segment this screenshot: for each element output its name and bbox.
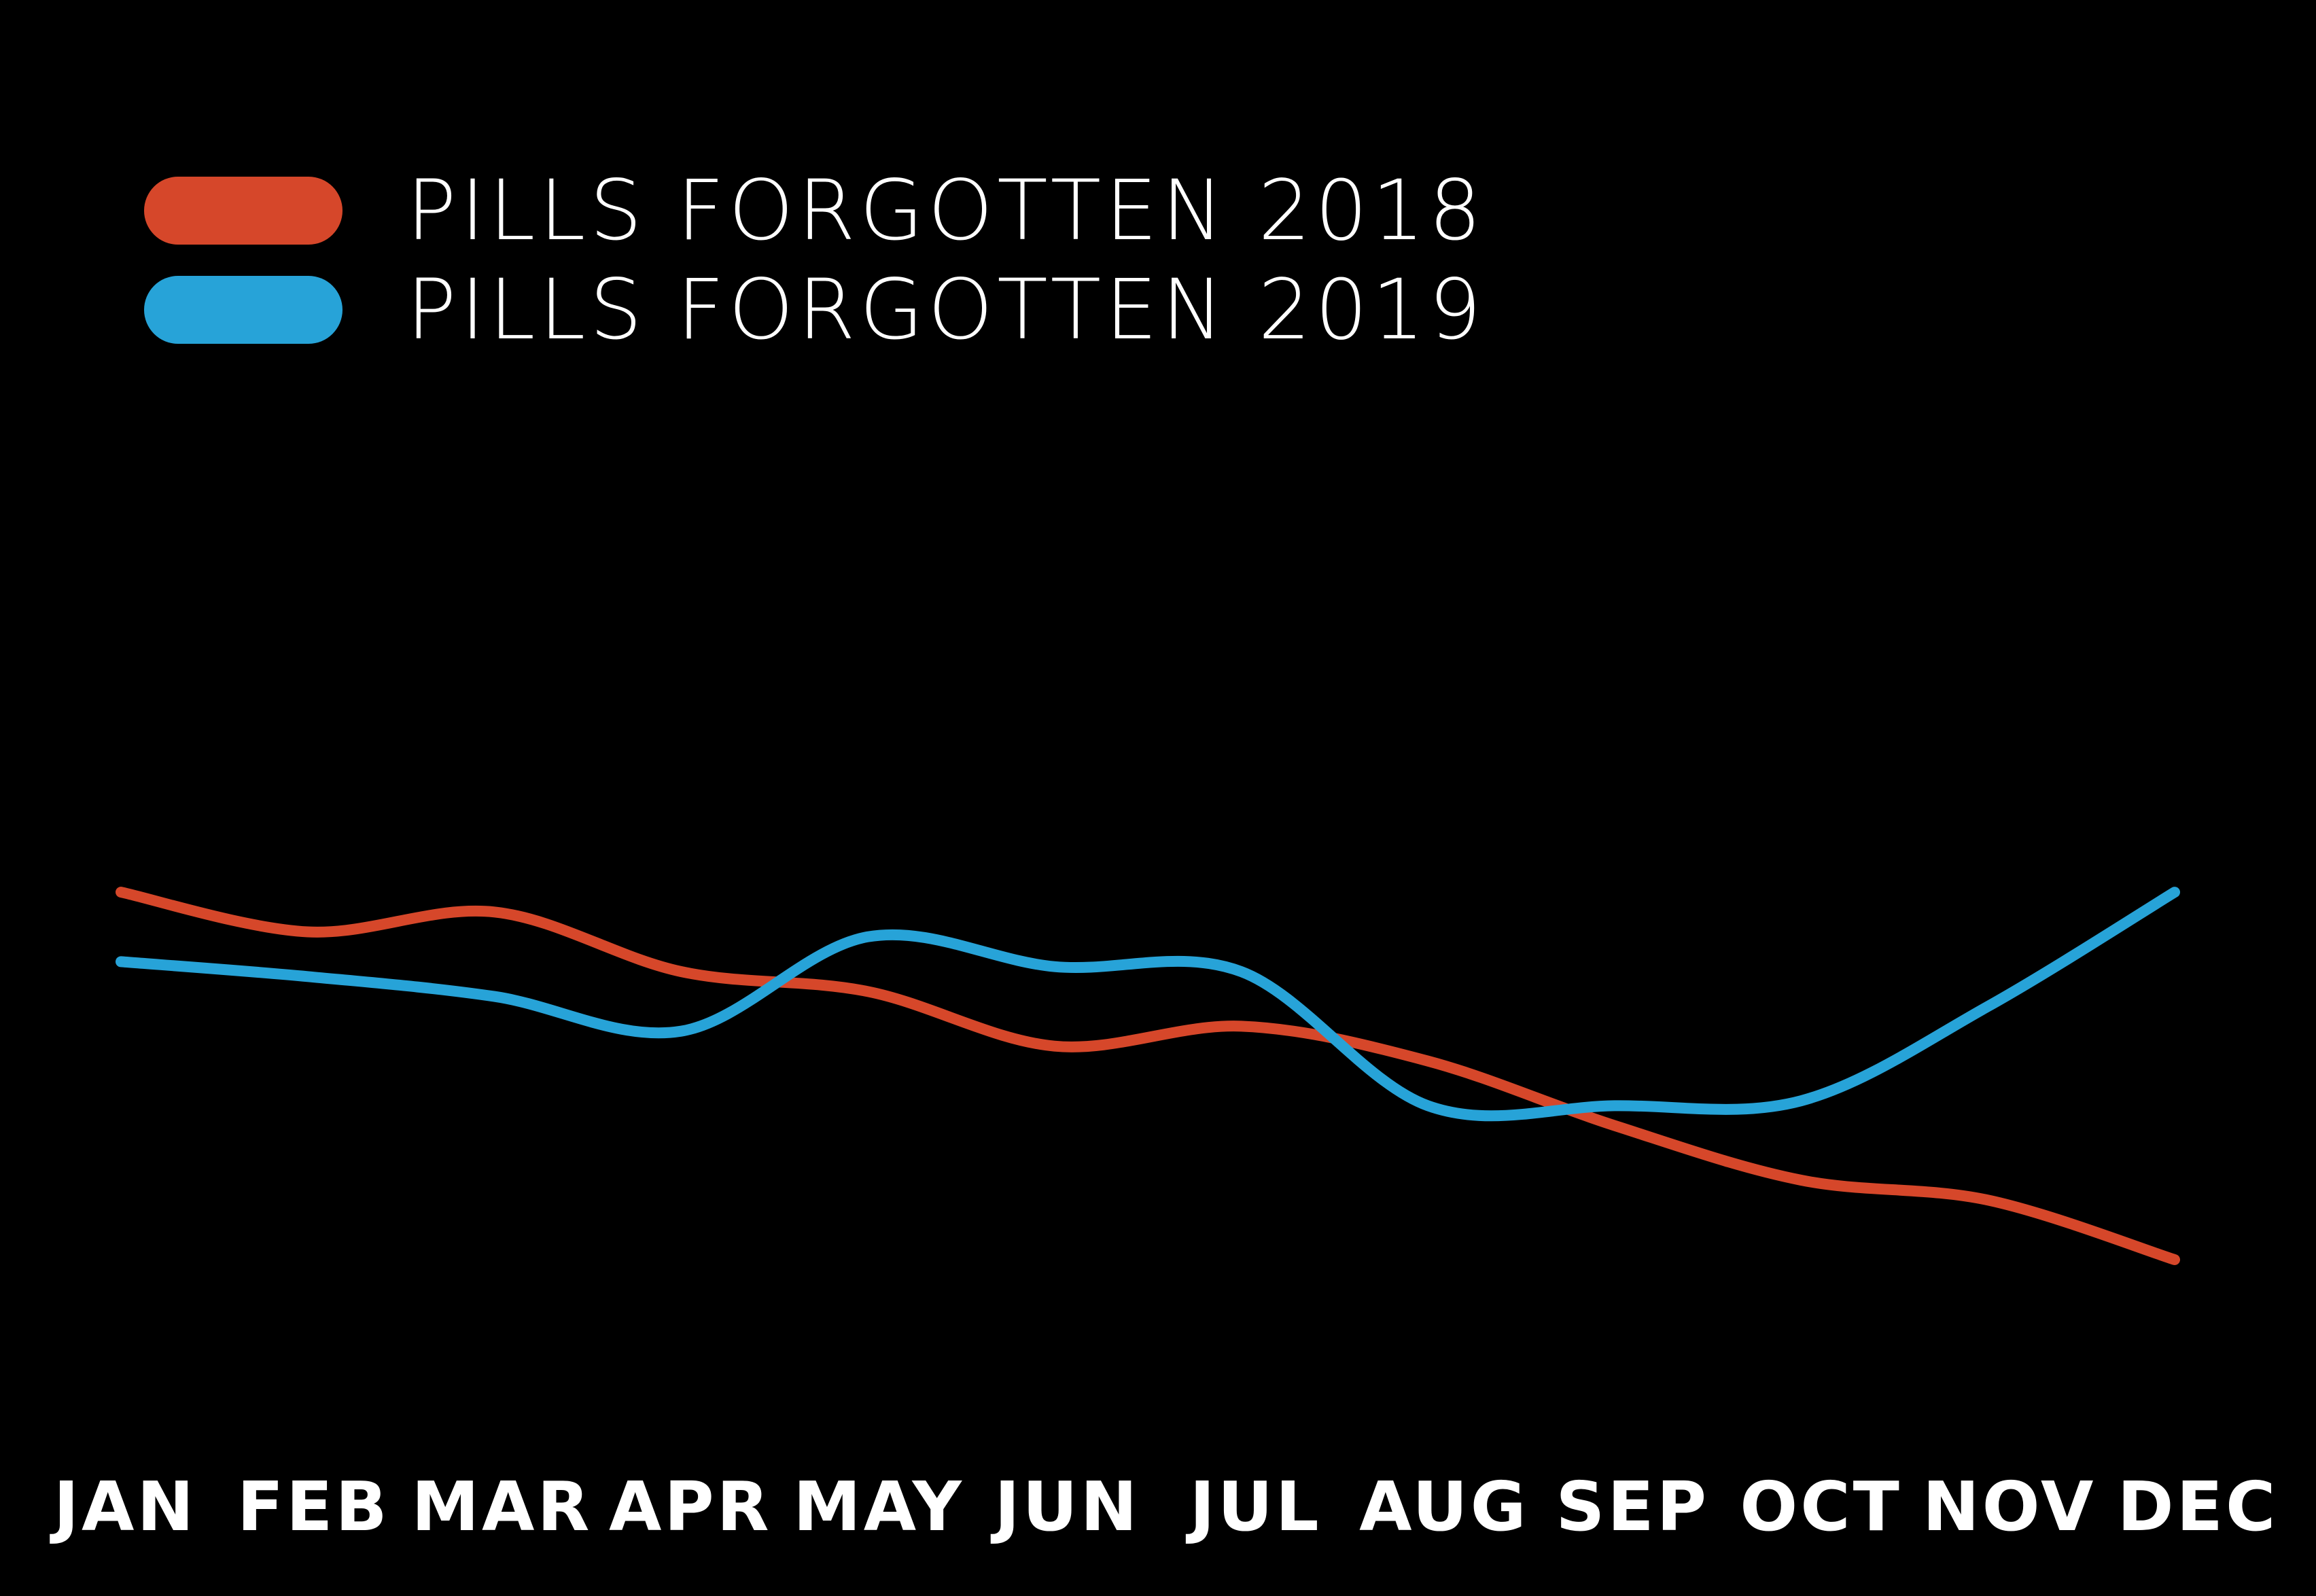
series-layer [116,887,2180,1265]
x-axis-ticks: JAN FEB MAR APR MAY JUN JUL AUG SEP OCT NOV DEC [50,1467,2279,1546]
x-tick-label-jul: JUL [1186,1467,1322,1546]
x-tick-label-jun: JUN [990,1467,1140,1546]
x-tick-label-mar: MAR [412,1467,593,1546]
x-tick-label-oct: OCT [1740,1467,1902,1546]
legend-label-2019: PILLS FORGOTTEN 2019 [406,262,1486,358]
x-tick-label-jan: JAN [50,1467,196,1546]
x-tick-label-may: MAY [793,1467,964,1546]
legend-label-2018: PILLS FORGOTTEN 2018 [406,162,1486,259]
legend-swatch-2019 [144,276,343,344]
series-line-2018 [116,887,2180,1265]
x-tick-label-aug: AUG [1359,1467,1529,1546]
legend-swatch-2018 [144,177,343,245]
x-tick-label-sep: SEP [1556,1467,1709,1546]
series-line-2019 [116,887,2180,1122]
x-tick-label-feb: FEB [237,1467,390,1546]
x-tick-label-nov: NOV [1923,1467,2096,1546]
x-tick-label-dec: DEC [2118,1467,2279,1546]
x-tick-label-apr: APR [609,1467,772,1546]
